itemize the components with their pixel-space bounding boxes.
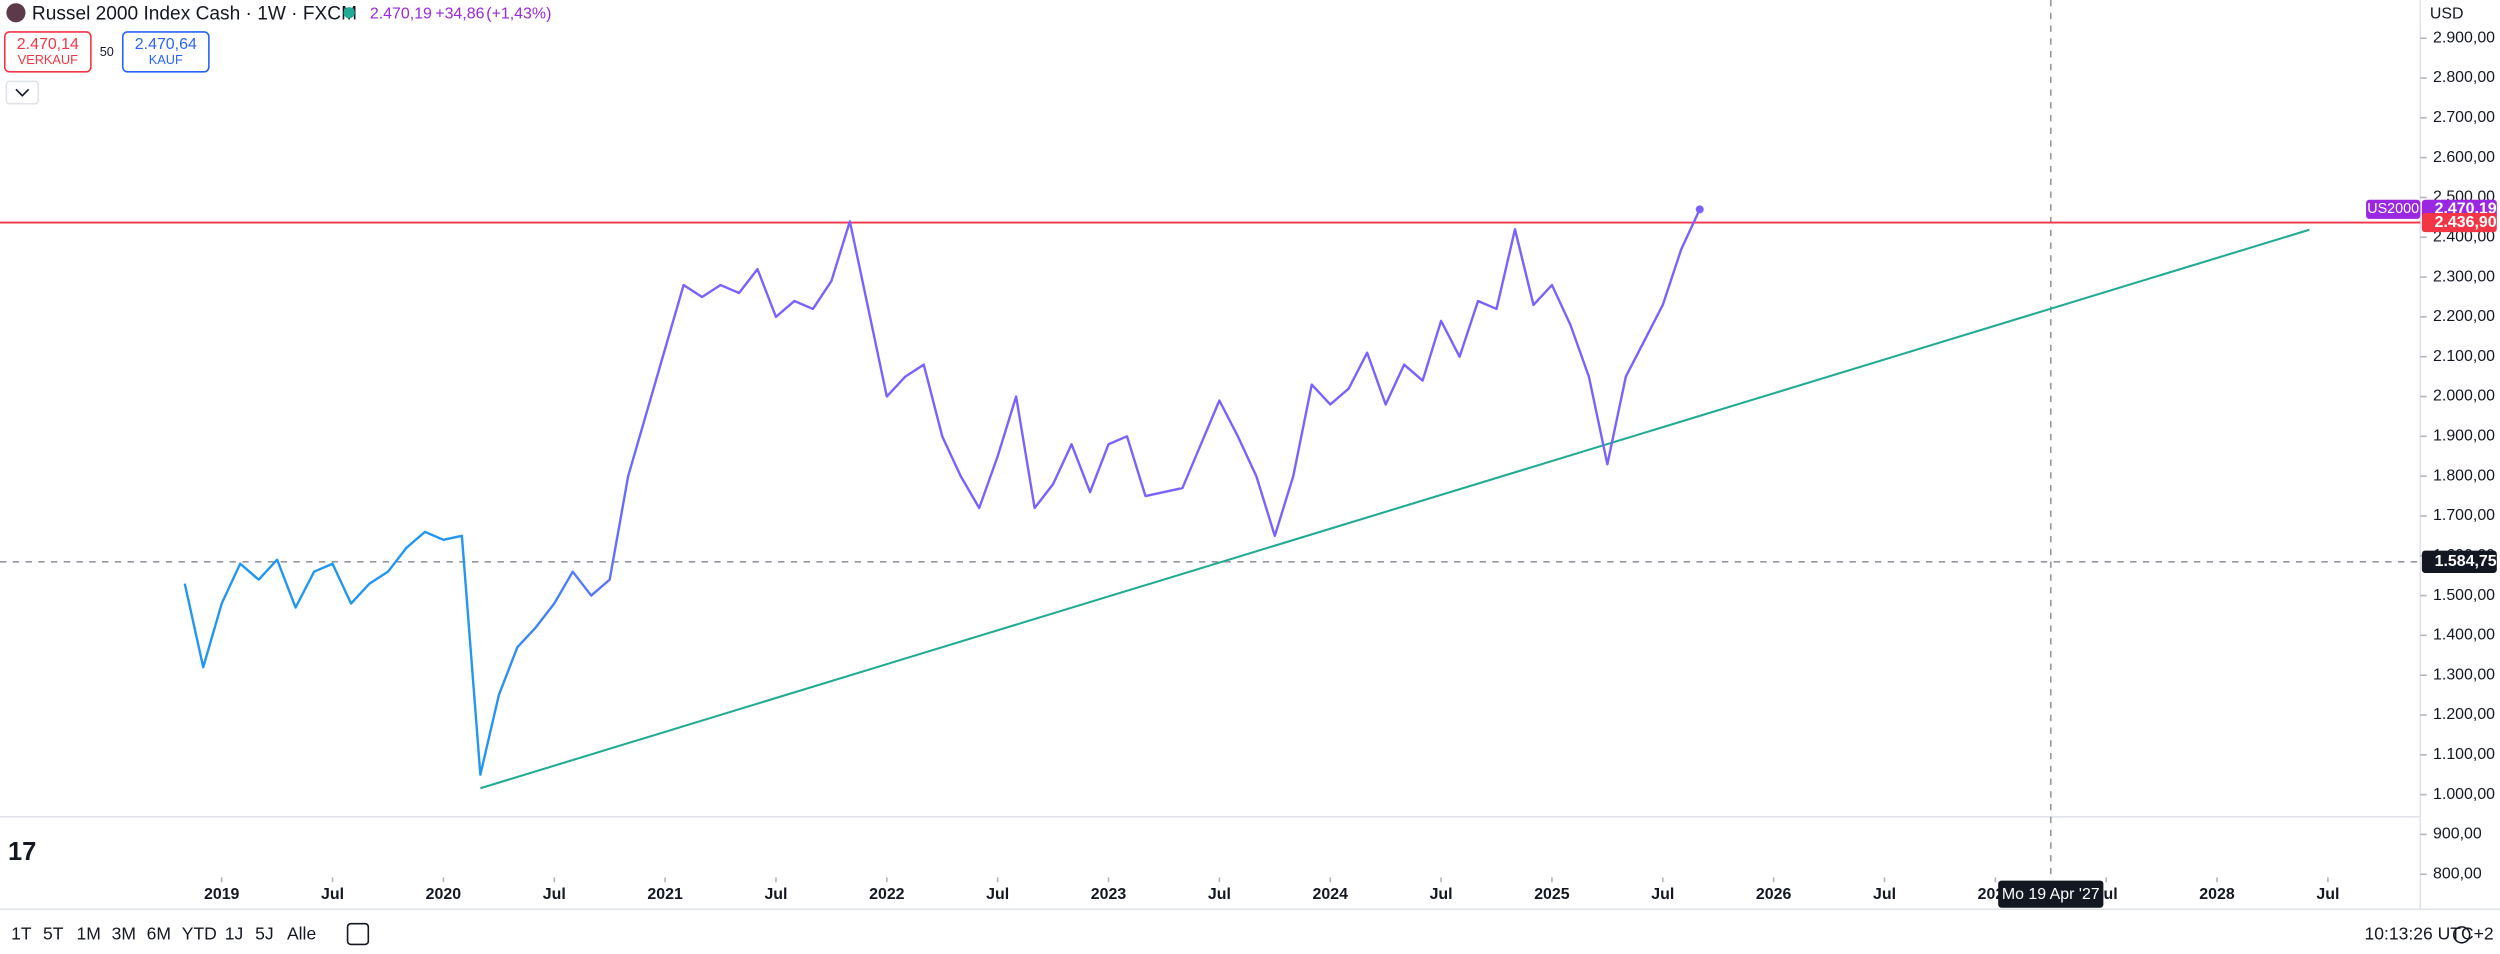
y-tick-label: 2.400,00 xyxy=(2433,228,2495,245)
change: +34,86 xyxy=(435,6,484,23)
y-tick-label: 1.900,00 xyxy=(2433,428,2495,445)
range-button[interactable]: 1T xyxy=(11,923,32,943)
x-tick-label: 2026 xyxy=(1756,886,1792,903)
range-button[interactable]: YTD xyxy=(182,923,217,943)
y-tick-label: 1.700,00 xyxy=(2433,507,2495,524)
x-tick-label: 2021 xyxy=(647,886,683,903)
sell-price[interactable]: 2.470,14 xyxy=(17,36,79,53)
y-tick-label: 1.100,00 xyxy=(2433,746,2495,763)
buy-label[interactable]: KAUF xyxy=(149,52,183,67)
x-tick-label: Jul xyxy=(986,886,1009,903)
y-tick-label: 2.300,00 xyxy=(2433,268,2495,285)
symbol-title: Russel 2000 Index Cash · 1W · FXCM xyxy=(32,3,357,24)
toolbar: 1T 5T 1M 3M 6M YTD 1J 5J Alle xyxy=(11,923,316,943)
logo: 17 xyxy=(8,838,36,866)
x-tick-label: 2019 xyxy=(204,886,240,903)
y-tick-label: 2.000,00 xyxy=(2433,388,2495,405)
sell-button[interactable]: 2.470,14 VERKAUF xyxy=(3,31,92,73)
buy-button[interactable]: 2.470,64 KAUF xyxy=(121,31,210,73)
x-tick-label: Jul xyxy=(543,886,566,903)
range-button[interactable]: 5J xyxy=(255,923,274,943)
y-tick-label: 2.200,00 xyxy=(2433,308,2495,325)
y-tick-label: 1.800,00 xyxy=(2433,467,2495,484)
x-tick-label: 2024 xyxy=(1313,886,1349,903)
buy-box[interactable] xyxy=(121,31,210,73)
y-tick-label: 900,00 xyxy=(2433,826,2482,843)
symbol-icon xyxy=(6,3,26,23)
price: 2.470,19 xyxy=(370,6,432,23)
series-name: US2000 xyxy=(2367,201,2419,217)
plot xyxy=(0,0,2421,878)
range-button[interactable]: 1M xyxy=(77,923,101,943)
x-tick-label: Jul xyxy=(1208,886,1231,903)
date-range-button[interactable] xyxy=(346,922,370,946)
sell-box[interactable] xyxy=(3,31,92,73)
status-dot xyxy=(343,7,355,19)
change-pct: (+1,43%) xyxy=(486,6,551,23)
range-button[interactable]: 1J xyxy=(225,923,244,943)
hline-price-label: 2.436,90 xyxy=(2435,214,2497,231)
range-button[interactable]: 3M xyxy=(112,923,136,943)
range-button[interactable]: Alle xyxy=(287,923,316,943)
y-tick-label: 1.400,00 xyxy=(2433,627,2495,644)
settings-icon[interactable] xyxy=(2452,926,2471,944)
buy-price[interactable]: 2.470,64 xyxy=(135,36,197,53)
hline-price-box xyxy=(2421,213,2497,233)
currency: USD xyxy=(2430,6,2464,23)
x-tick-label: 2025 xyxy=(1534,886,1570,903)
trendline xyxy=(480,228,2310,790)
clock: 10:13:26 UTC+2 xyxy=(2365,923,2494,943)
x-tick-label: Jul xyxy=(1651,886,1674,903)
series-name-box xyxy=(2366,199,2421,219)
calendar-icon[interactable] xyxy=(346,922,370,946)
x-tick-label: 2023 xyxy=(1091,886,1127,903)
range-button[interactable]: 6M xyxy=(147,923,171,943)
x-tick-label: Jul xyxy=(1873,886,1896,903)
x-tick-label: Jul xyxy=(764,886,787,903)
y-tick-label: 2.700,00 xyxy=(2433,109,2495,126)
sell-label[interactable]: VERKAUF xyxy=(18,52,78,67)
last-point xyxy=(1695,205,1704,214)
range-button[interactable]: 5T xyxy=(43,923,64,943)
y-tick-label: 2.900,00 xyxy=(2433,29,2495,46)
y-tick-label: 1.200,00 xyxy=(2433,706,2495,723)
chevron[interactable] xyxy=(15,88,30,97)
crosshair-date-box xyxy=(1998,880,2104,908)
collapse-button[interactable] xyxy=(5,80,40,105)
crosshair-price-box xyxy=(2421,550,2497,573)
spread: 50 xyxy=(100,44,114,59)
y-tick-label: 2.800,00 xyxy=(2433,69,2495,86)
x-tick-label: Jul xyxy=(1430,886,1453,903)
x-tick-label: Jul xyxy=(321,886,344,903)
y-tick-label: 1.500,00 xyxy=(2433,587,2495,604)
x-tick-label: 2020 xyxy=(426,886,462,903)
x-tick-label: 2022 xyxy=(869,886,905,903)
y-tick-label: 2.600,00 xyxy=(2433,149,2495,166)
collapse-box[interactable] xyxy=(5,80,40,105)
x-tick-label: 2028 xyxy=(2199,886,2235,903)
y-tick-label: 1.300,00 xyxy=(2433,666,2495,683)
y-tick-label: 800,00 xyxy=(2433,865,2482,882)
crosshair-date-label: Mo 19 Apr '27 xyxy=(2002,886,2100,903)
x-tick-label: Jul xyxy=(2316,886,2339,903)
y-tick-label: 1.000,00 xyxy=(2433,786,2495,803)
y-tick-label: 2.100,00 xyxy=(2433,348,2495,365)
crosshair-price-label: 1.584,75 xyxy=(2435,553,2497,570)
price-line xyxy=(183,208,1701,776)
